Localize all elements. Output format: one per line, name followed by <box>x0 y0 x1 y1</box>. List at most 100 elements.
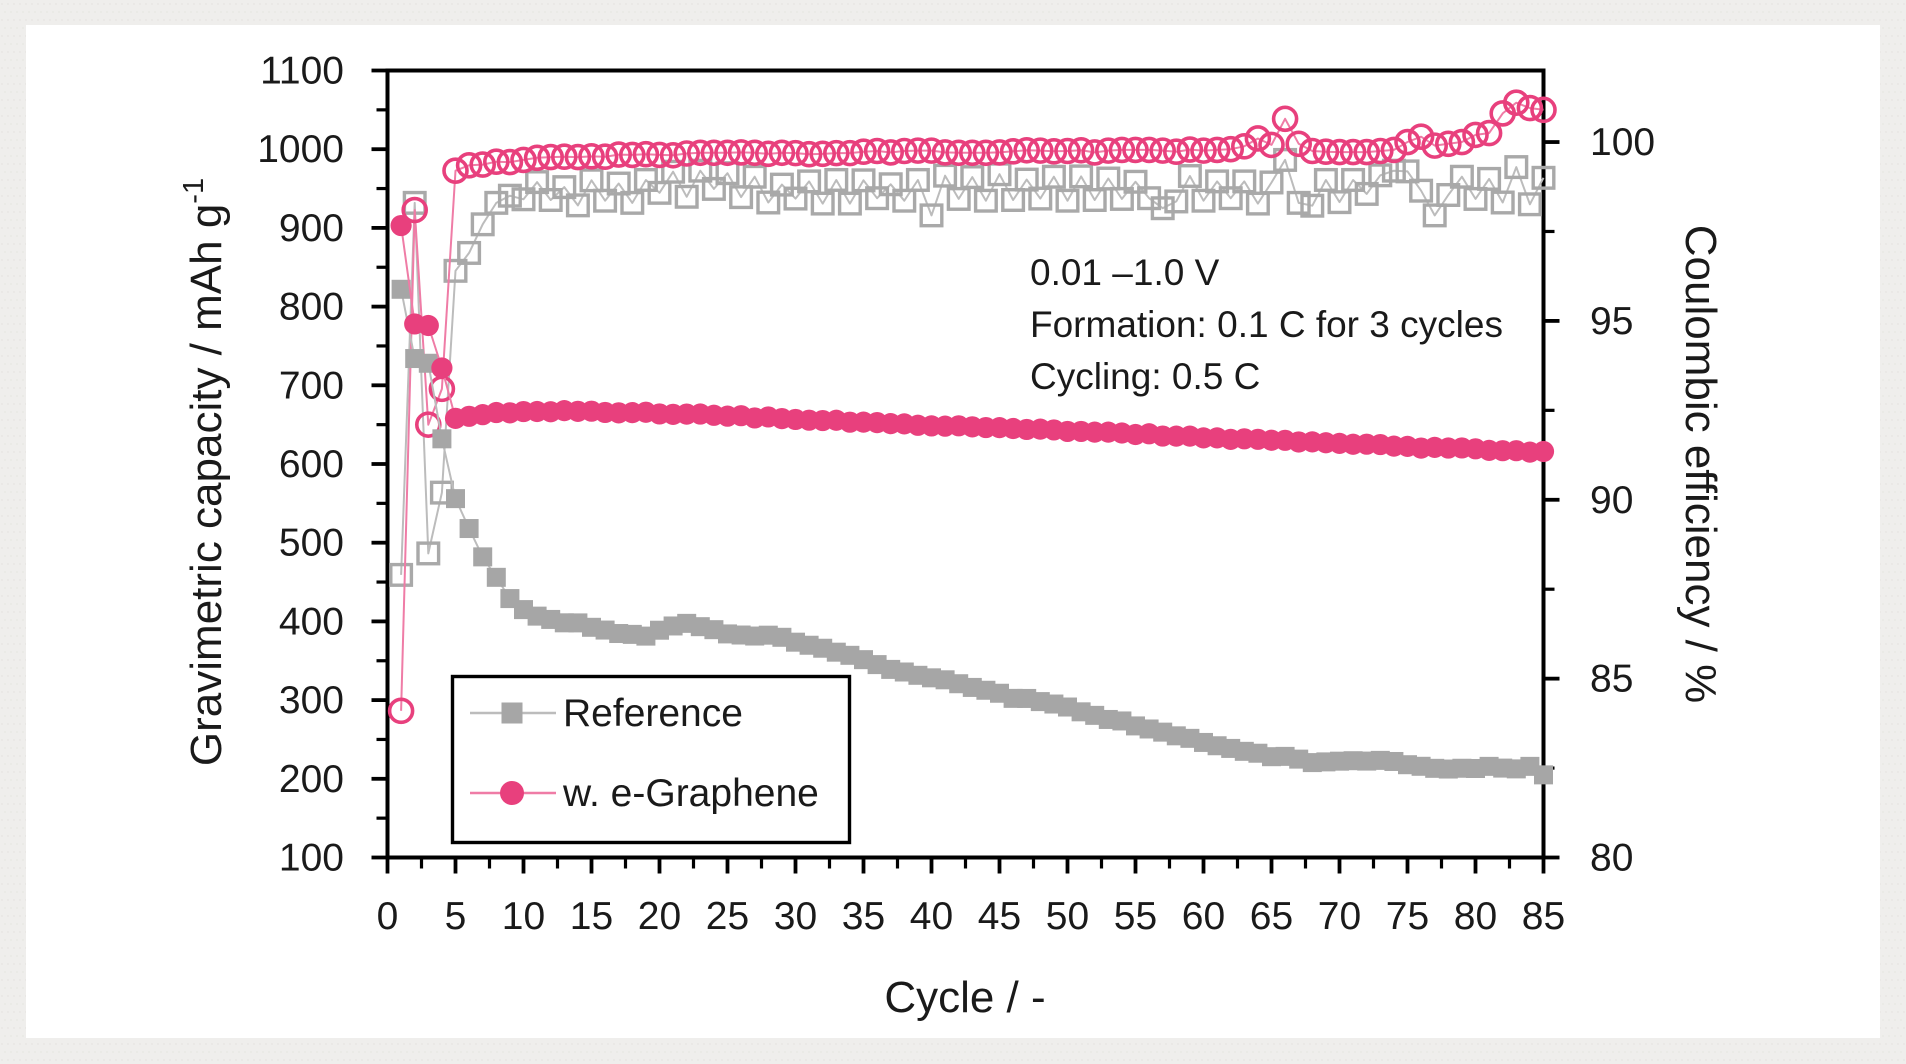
data-point-marker <box>1462 121 1489 149</box>
data-point-marker <box>1123 169 1148 194</box>
data-point-marker <box>605 141 633 168</box>
data-point-marker <box>1244 125 1272 152</box>
data-point-marker <box>538 187 563 212</box>
data-point-marker <box>741 139 769 167</box>
x-tick-labels: 0 5 10 15 20 25 30 35 40 45 50 55 60 65 70 75 80 85 <box>377 895 1566 938</box>
data-point-marker <box>1176 136 1204 163</box>
annotation-voltage-range: 0.01 –1.0 V <box>1030 252 1220 293</box>
series-reference-capacity <box>391 279 1553 785</box>
data-point-marker <box>417 314 439 337</box>
data-point-marker <box>1013 136 1040 164</box>
data-point-marker <box>391 279 411 299</box>
data-point-marker <box>1286 190 1311 215</box>
data-point-marker <box>674 184 699 209</box>
data-point-marker <box>1300 193 1325 218</box>
data-point-marker <box>1532 440 1555 463</box>
x-axis-title: Cycle / - <box>884 973 1045 1022</box>
y-left-tick-label: 800 <box>279 286 344 329</box>
data-point-marker <box>1205 169 1230 194</box>
data-point-marker <box>1436 182 1461 207</box>
data-point-marker <box>714 139 741 167</box>
data-point-marker <box>387 697 415 725</box>
y-right-tick-label: 80 <box>1590 837 1633 880</box>
data-point-marker <box>1218 186 1243 211</box>
y-left-tick-label: 700 <box>279 364 344 407</box>
data-point-marker <box>591 143 619 171</box>
data-point-marker <box>905 167 930 192</box>
data-point-marker <box>552 175 577 200</box>
data-point-marker <box>1054 137 1081 165</box>
data-point-marker <box>632 140 660 168</box>
data-point-marker <box>1339 138 1367 166</box>
x-tick-label: 0 <box>377 895 399 938</box>
data-point-marker <box>432 429 452 449</box>
data-point-marker <box>486 567 506 587</box>
data-point-marker <box>661 159 686 184</box>
data-point-marker <box>537 143 565 171</box>
y-right-tick-labels: 80 85 90 95 100 <box>1590 121 1655 879</box>
data-point-marker <box>1190 137 1217 164</box>
data-point-marker <box>1368 163 1393 188</box>
x-tick-label: 70 <box>1318 895 1361 938</box>
data-point-marker <box>756 190 781 215</box>
data-point-marker <box>960 165 985 190</box>
chart-background-panel <box>26 25 1880 1038</box>
data-point-marker <box>1407 123 1435 150</box>
legend: Reference w. e-Graphene <box>450 674 852 845</box>
series-w-e-graphene-capacity <box>390 214 1555 463</box>
data-point-marker <box>1028 186 1053 211</box>
data-point-marker <box>795 140 823 168</box>
data-point-marker <box>1354 181 1379 206</box>
data-point-marker <box>1095 137 1122 164</box>
data-point-marker <box>484 190 509 215</box>
data-point-marker <box>810 191 835 216</box>
data-point-marker <box>443 258 468 283</box>
data-point-marker <box>1463 186 1488 211</box>
data-point-marker <box>457 240 482 265</box>
x-tick-label: 75 <box>1386 895 1429 938</box>
data-point-marker <box>1490 190 1515 215</box>
data-series <box>387 89 1557 785</box>
y-left-tick-label: 400 <box>279 600 344 643</box>
data-point-marker <box>1530 96 1557 124</box>
x-tick-label: 80 <box>1454 895 1497 938</box>
data-point-marker <box>1027 137 1054 164</box>
data-point-marker <box>1231 133 1258 160</box>
y-right-axis-title: Coulombic efficiency / % <box>1676 225 1725 704</box>
data-point-marker <box>1041 164 1066 189</box>
data-point-marker <box>673 140 701 167</box>
x-tick-label: 85 <box>1522 895 1565 938</box>
data-point-marker <box>606 171 631 196</box>
data-point-marker <box>688 158 713 183</box>
data-point-marker <box>1096 166 1121 191</box>
data-point-marker <box>1313 167 1338 192</box>
data-point-marker <box>401 196 429 224</box>
x-tick-label: 20 <box>638 895 681 938</box>
data-point-marker <box>1534 765 1553 785</box>
data-point-marker <box>1271 105 1299 133</box>
data-point-marker <box>523 144 551 172</box>
data-point-marker <box>1475 119 1503 147</box>
data-point-marker <box>1299 137 1326 165</box>
y-left-tick-label: 600 <box>279 443 344 486</box>
data-point-marker <box>1477 166 1502 191</box>
data-point-marker <box>1122 136 1149 164</box>
series-line <box>400 158 1545 575</box>
data-point-marker <box>1504 155 1529 180</box>
y-left-tick-label: 300 <box>279 679 344 722</box>
data-point-marker <box>1014 167 1039 192</box>
data-point-marker <box>1367 137 1394 165</box>
data-point-marker <box>1217 135 1244 163</box>
data-point-marker <box>1421 132 1448 159</box>
data-point-marker <box>1069 164 1094 189</box>
data-point-marker <box>768 139 796 167</box>
data-point-marker <box>700 139 728 167</box>
x-tick-label: 35 <box>842 895 885 938</box>
y-left-tick-label: 900 <box>279 207 344 250</box>
axes-frame <box>371 68 1560 874</box>
data-point-marker <box>1435 130 1462 158</box>
data-point-marker <box>1150 196 1175 221</box>
y-right-tick-label: 100 <box>1590 121 1655 164</box>
data-point-marker <box>1203 136 1231 164</box>
annotation-cycling: Cycling: 0.5 C <box>1030 356 1260 397</box>
